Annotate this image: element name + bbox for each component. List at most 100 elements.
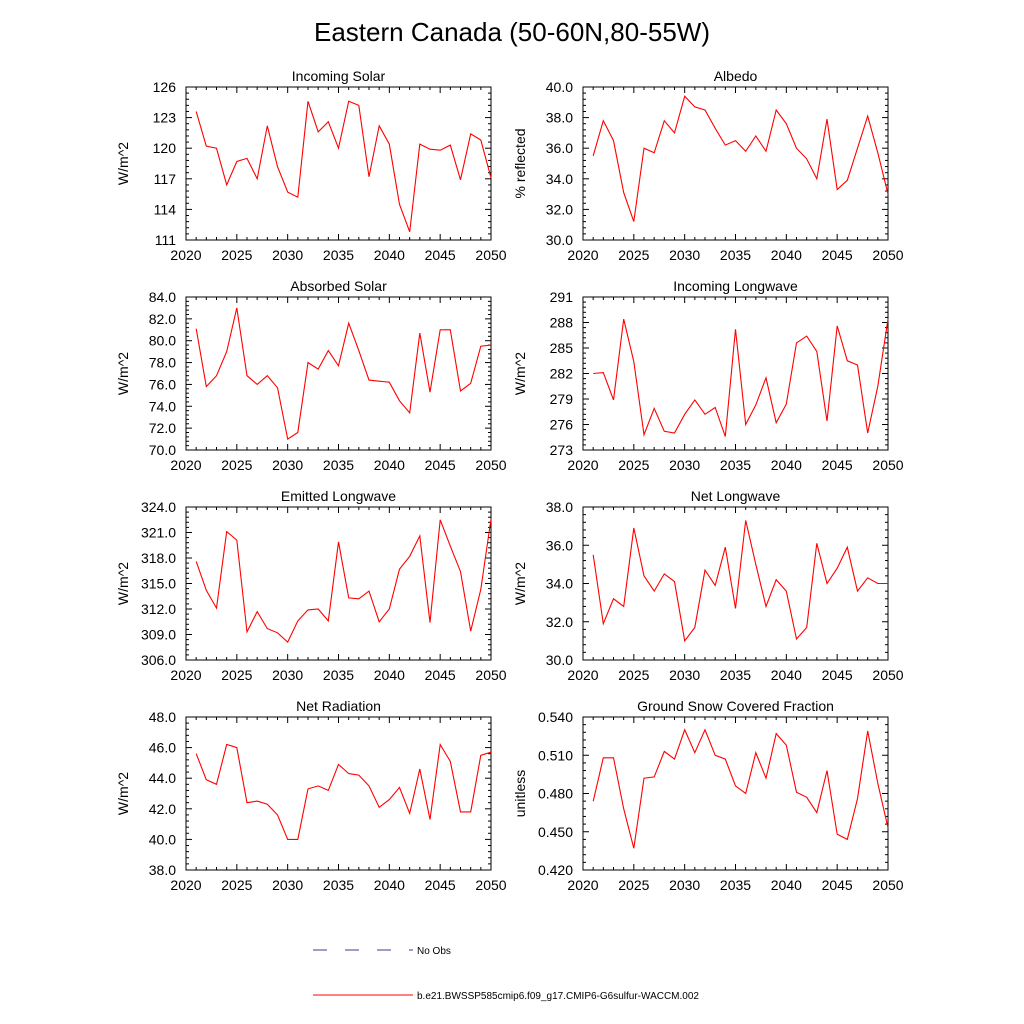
x-tick-label: 2025 bbox=[618, 667, 649, 683]
y-tick-label: 78.0 bbox=[149, 355, 176, 371]
series-line bbox=[195, 307, 492, 441]
x-tick-label: 2045 bbox=[425, 877, 456, 893]
panel-title: Emitted Longwave bbox=[281, 488, 396, 504]
series-line bbox=[195, 100, 492, 232]
y-tick-label: 273 bbox=[550, 442, 574, 458]
y-tick-label: 38.0 bbox=[546, 499, 573, 515]
x-tick-label: 2025 bbox=[618, 457, 649, 473]
y-tick-label: 0.510 bbox=[538, 747, 573, 763]
x-tick-label: 2025 bbox=[221, 247, 252, 263]
y-axis-label: W/m^2 bbox=[115, 142, 131, 185]
x-tick-label: 2045 bbox=[822, 667, 853, 683]
x-tick-label: 2020 bbox=[567, 667, 598, 683]
y-tick-label: 32.0 bbox=[546, 201, 573, 217]
y-tick-label: 72.0 bbox=[149, 420, 176, 436]
y-tick-label: 0.450 bbox=[538, 824, 573, 840]
panel-5: Net Longwave W/m^2 2020 2025 2030 2035 2040 204… bbox=[512, 488, 904, 683]
panel-6: Net Radiation W/m^2 2020 2025 2030 2035 2040 20… bbox=[115, 698, 507, 893]
x-tick-label: 2050 bbox=[872, 247, 903, 263]
x-tick-label: 2045 bbox=[425, 457, 456, 473]
x-tick-label: 2045 bbox=[822, 247, 853, 263]
y-tick-label: 288 bbox=[550, 315, 574, 331]
x-tick-label: 2050 bbox=[475, 667, 506, 683]
panel-4: Emitted Longwave W/m^2 2020 2025 2030 2035 204… bbox=[115, 488, 507, 683]
x-tick-label: 2035 bbox=[720, 247, 751, 263]
plot-frame bbox=[185, 86, 492, 241]
x-tick-label: 2040 bbox=[771, 877, 802, 893]
y-tick-label: 285 bbox=[550, 340, 574, 356]
x-tick-label: 2045 bbox=[425, 247, 456, 263]
x-tick-label: 2040 bbox=[374, 247, 405, 263]
x-tick-label: 2020 bbox=[567, 457, 598, 473]
y-tick-label: 117 bbox=[154, 171, 177, 187]
x-tick-label: 2040 bbox=[771, 457, 802, 473]
x-tick-label: 2050 bbox=[475, 247, 506, 263]
y-tick-label: 30.0 bbox=[546, 652, 573, 668]
plot-frame bbox=[185, 296, 492, 451]
y-tick-label: 312.0 bbox=[141, 601, 176, 617]
x-tick-label: 2025 bbox=[221, 877, 252, 893]
y-tick-label: 126 bbox=[153, 79, 177, 95]
x-tick-label: 2050 bbox=[872, 457, 903, 473]
x-tick-label: 2025 bbox=[618, 247, 649, 263]
x-tick-label: 2030 bbox=[669, 667, 700, 683]
y-tick-label: 44.0 bbox=[149, 770, 176, 786]
x-tick-label: 2020 bbox=[567, 247, 598, 263]
panel-title: Incoming Longwave bbox=[673, 278, 798, 294]
panel-title: Absorbed Solar bbox=[290, 278, 387, 294]
x-tick-label: 2050 bbox=[475, 877, 506, 893]
plot-frame bbox=[185, 506, 492, 661]
plot-frame bbox=[582, 716, 889, 871]
panel-0: Incoming Solar W/m^2 2020 2025 2030 2035 2040 2… bbox=[115, 68, 507, 263]
y-tick-label: 76.0 bbox=[149, 376, 176, 392]
x-tick-label: 2040 bbox=[374, 457, 405, 473]
panel-7: Ground Snow Covered Fraction unitless 2020… bbox=[512, 698, 904, 893]
y-tick-label: 0.480 bbox=[538, 786, 573, 802]
x-tick-label: 2050 bbox=[475, 457, 506, 473]
y-tick-label: 120 bbox=[153, 140, 177, 156]
plot-frame bbox=[582, 506, 889, 661]
plot-frame bbox=[185, 716, 492, 871]
y-tick-label: 36.0 bbox=[546, 140, 573, 156]
y-tick-label: 70.0 bbox=[149, 442, 176, 458]
panel-2: Absorbed Solar W/m^2 2020 2025 2030 2035 2040 2… bbox=[115, 278, 507, 473]
series-line bbox=[592, 728, 889, 849]
x-tick-label: 2040 bbox=[771, 667, 802, 683]
y-tick-label: 42.0 bbox=[149, 801, 176, 817]
y-tick-label: 306.0 bbox=[141, 652, 176, 668]
y-tick-label: 111 bbox=[155, 232, 176, 248]
y-tick-label: 324.0 bbox=[141, 499, 176, 515]
x-tick-label: 2020 bbox=[170, 247, 201, 263]
y-tick-label: 38.0 bbox=[546, 110, 573, 126]
x-tick-label: 2030 bbox=[272, 877, 303, 893]
y-tick-label: 38.0 bbox=[149, 862, 176, 878]
x-tick-label: 2035 bbox=[720, 457, 751, 473]
x-tick-label: 2035 bbox=[323, 247, 354, 263]
series-line bbox=[195, 518, 492, 644]
x-tick-label: 2035 bbox=[323, 457, 354, 473]
x-tick-label: 2040 bbox=[374, 877, 405, 893]
panel-title: Incoming Solar bbox=[292, 68, 386, 84]
x-tick-label: 2030 bbox=[272, 667, 303, 683]
legend: No Obs b.e21.BWSSP585cmip6.f09_g17.CMIP6… bbox=[313, 946, 699, 1002]
x-tick-label: 2045 bbox=[822, 877, 853, 893]
y-axis-label: unitless bbox=[512, 770, 528, 817]
panel-title: Ground Snow Covered Fraction bbox=[637, 698, 834, 714]
y-tick-label: 279 bbox=[550, 391, 574, 407]
x-tick-label: 2045 bbox=[822, 457, 853, 473]
y-axis-label: W/m^2 bbox=[512, 352, 528, 395]
panel-title: Albedo bbox=[714, 68, 758, 84]
plot-frame bbox=[582, 86, 889, 241]
y-axis-label: W/m^2 bbox=[512, 562, 528, 605]
x-tick-label: 2030 bbox=[272, 457, 303, 473]
y-tick-label: 36.0 bbox=[546, 537, 573, 553]
y-tick-label: 48.0 bbox=[149, 709, 176, 725]
y-axis-label: % reflected bbox=[512, 128, 528, 198]
y-tick-label: 309.0 bbox=[141, 627, 176, 643]
y-tick-label: 40.0 bbox=[546, 79, 573, 95]
x-tick-label: 2035 bbox=[323, 667, 354, 683]
y-tick-label: 40.0 bbox=[149, 831, 176, 847]
x-tick-label: 2050 bbox=[872, 667, 903, 683]
y-tick-label: 114 bbox=[154, 201, 177, 217]
series-line bbox=[195, 742, 492, 840]
